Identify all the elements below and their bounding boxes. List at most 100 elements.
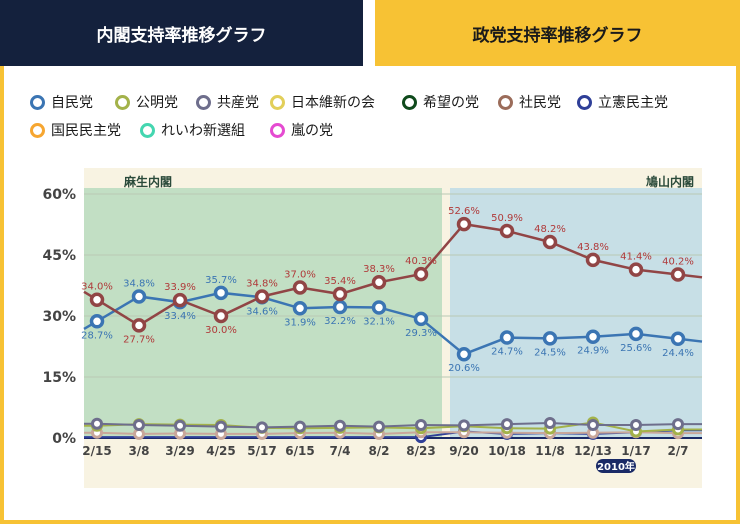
legend-item[interactable]: 国民民主党 xyxy=(30,120,121,140)
data-label: 48.2% xyxy=(534,224,566,235)
data-label: 35.7% xyxy=(205,275,237,286)
legend-marker-icon xyxy=(270,94,285,110)
y-tick-label: 0% xyxy=(52,431,76,447)
legend-marker-icon xyxy=(140,122,155,138)
data-label: 34.8% xyxy=(246,278,278,289)
data-label: 41.4% xyxy=(620,252,652,263)
data-point xyxy=(542,331,558,346)
data-point xyxy=(456,346,472,362)
data-point xyxy=(499,223,515,239)
legend-item[interactable]: 嵐の党 xyxy=(270,120,333,140)
data-point xyxy=(415,418,427,431)
data-point xyxy=(294,420,306,433)
legend-item[interactable]: 自民党 xyxy=(30,92,93,112)
data-point xyxy=(585,329,601,344)
data-point xyxy=(133,418,145,431)
data-point xyxy=(585,252,601,268)
legend-label: 国民民主党 xyxy=(51,123,121,139)
data-label: 20.6% xyxy=(448,363,480,374)
data-label: 25.6% xyxy=(620,343,652,354)
data-point xyxy=(630,418,642,431)
data-label: 34.6% xyxy=(246,306,278,317)
tab-party-approval[interactable]: 政党支持率推移グラフ xyxy=(375,0,740,66)
data-point xyxy=(542,234,558,250)
data-point xyxy=(628,262,644,277)
data-point xyxy=(334,419,346,432)
legend-label: 共産党 xyxy=(217,95,259,111)
data-point xyxy=(89,292,105,307)
legend-item[interactable]: 日本維新の会 xyxy=(270,92,375,112)
data-label: 33.9% xyxy=(164,282,196,293)
legend-item[interactable]: 立憲民主党 xyxy=(577,92,668,112)
data-label: 27.7% xyxy=(123,334,155,345)
legend-label: 社民党 xyxy=(519,95,561,111)
data-point xyxy=(91,417,103,430)
year-badge xyxy=(596,459,636,473)
period-label: 鳩山内閣 xyxy=(646,174,694,189)
data-label: 24.4% xyxy=(662,348,694,359)
x-tick-label: 4/25 xyxy=(206,444,235,458)
data-label: 29.3% xyxy=(405,328,437,339)
data-point xyxy=(131,289,147,304)
legend-item[interactable]: 社民党 xyxy=(498,92,561,112)
x-tick-label: 2/15 xyxy=(82,444,111,458)
data-label: 33.4% xyxy=(164,311,196,322)
data-label: 34.0% xyxy=(81,282,113,293)
legend-label: 自民党 xyxy=(51,95,93,111)
data-point xyxy=(256,421,268,434)
data-point xyxy=(172,292,188,308)
data-label: 43.8% xyxy=(577,242,609,253)
data-point xyxy=(672,418,684,431)
data-point xyxy=(292,301,308,316)
y-tick-label: 30% xyxy=(42,309,76,325)
legend-item[interactable]: 公明党 xyxy=(115,92,178,112)
data-point xyxy=(131,318,147,333)
x-tick-label: 3/29 xyxy=(165,444,194,458)
legend-marker-icon xyxy=(498,94,513,110)
legend-label: 立憲民主党 xyxy=(598,95,668,111)
data-label: 31.9% xyxy=(284,317,316,328)
legend-label: れいわ新選組 xyxy=(161,123,245,139)
data-point xyxy=(501,418,513,431)
legend-item[interactable]: れいわ新選組 xyxy=(140,120,245,140)
x-tick-label: 11/8 xyxy=(535,444,564,458)
legend-label: 日本維新の会 xyxy=(291,95,375,111)
legend-marker-icon xyxy=(30,122,45,138)
legend-item[interactable]: 希望の党 xyxy=(402,92,479,112)
x-tick-label: 2/7 xyxy=(667,444,688,458)
data-point xyxy=(458,419,470,432)
data-label: 38.3% xyxy=(363,264,395,275)
x-tick-label: 5/17 xyxy=(247,444,276,458)
data-point xyxy=(544,416,556,429)
y-tick-label: 45% xyxy=(42,248,76,264)
y-tick-label: 15% xyxy=(42,370,76,386)
data-label: 37.0% xyxy=(284,270,316,281)
data-label: 32.1% xyxy=(363,316,395,327)
x-tick-label: 12/13 xyxy=(574,444,612,458)
legend-marker-icon xyxy=(577,94,592,110)
legend-marker-icon xyxy=(115,94,130,110)
x-tick-label: 6/15 xyxy=(285,444,314,458)
y-tick-label: 60% xyxy=(42,187,76,203)
data-point xyxy=(371,300,387,315)
legend-label: 公明党 xyxy=(136,95,178,111)
data-label: 40.2% xyxy=(662,257,694,268)
data-label: 52.6% xyxy=(448,206,480,217)
tab-cabinet-approval[interactable]: 内閣支持率推移グラフ xyxy=(0,0,363,66)
data-point xyxy=(373,420,385,433)
year-badge-label: 2010年 xyxy=(597,460,635,473)
x-tick-label: 9/20 xyxy=(449,444,478,458)
data-label: 28.7% xyxy=(81,330,113,341)
legend-marker-icon xyxy=(402,94,417,110)
x-tick-label: 8/23 xyxy=(406,444,435,458)
data-point xyxy=(89,314,105,329)
legend-item[interactable]: 共産党 xyxy=(196,92,259,112)
legend-label: 嵐の党 xyxy=(291,123,333,139)
data-point xyxy=(213,308,229,324)
data-label: 34.8% xyxy=(123,278,155,289)
period-label: 麻生内閣 xyxy=(123,174,172,189)
data-label: 50.9% xyxy=(491,213,523,224)
data-point xyxy=(292,280,308,295)
data-label: 40.3% xyxy=(405,256,437,267)
data-label: 24.5% xyxy=(534,347,566,358)
